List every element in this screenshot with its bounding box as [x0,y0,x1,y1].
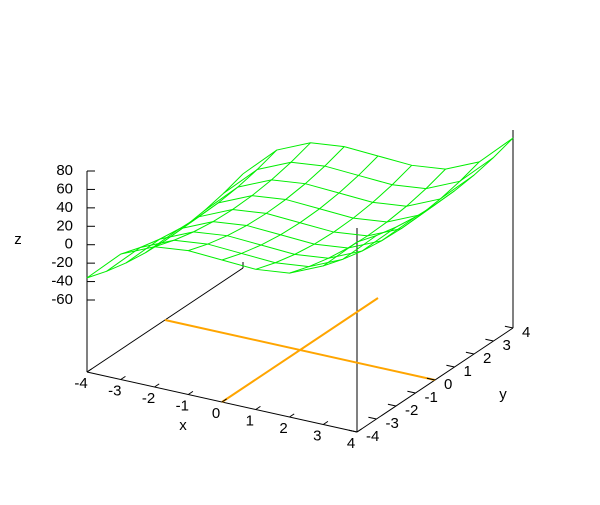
y-tick-label: -4 [366,428,379,445]
y-tick [446,364,455,368]
x-tick-label: 2 [279,420,287,437]
mesh-line [86,173,244,279]
mesh-line [154,142,311,248]
x-tick-label: -1 [176,397,189,414]
z-tick-label: 40 [56,199,73,216]
x-tick-label: -3 [108,382,121,399]
z-tick-label: 20 [56,217,73,234]
y-axis-label: y [499,386,507,403]
x-tick-label: -4 [74,375,87,392]
mesh-line [289,168,446,274]
x-tick [154,383,160,388]
y-tick-label: -1 [425,389,438,406]
y-tick [485,338,494,342]
y-tick [368,416,377,420]
y-tick [387,403,397,407]
x-tick [120,375,126,380]
z-tick-label: -20 [51,254,73,271]
x-tick [322,420,329,425]
y-tick-label: 1 [464,363,472,380]
y-tick-label: 2 [483,350,491,367]
y-tick [426,377,436,381]
mesh-line [356,137,514,243]
y-tick-label: 3 [503,337,511,354]
y-tick [348,429,358,433]
mesh-line [255,164,413,270]
z-tick-label: 80 [56,162,73,179]
y-tick [407,390,416,394]
x-tick [289,413,295,418]
x-tick-label: 1 [246,412,254,429]
z-tick-label: -60 [51,291,73,308]
x-tick [356,428,362,433]
mesh-line [221,155,379,261]
y-tick [504,325,514,329]
x-tick-label: 0 [212,405,220,422]
x-tick [255,405,261,410]
x-tick [221,398,227,403]
z-tick-label: -40 [51,273,73,290]
y-tick-label: 4 [522,324,530,341]
z-axis-label: z [14,231,22,248]
y-tick-label: 0 [444,376,452,393]
mesh-line [242,137,514,175]
mesh-line [188,146,345,252]
mesh-line [120,149,278,255]
x-tick [86,368,92,373]
y-tick [465,351,475,355]
z-tick-label: 60 [56,180,73,197]
z-tick-label: 0 [65,236,73,253]
y-tick-label: -3 [386,415,399,432]
x-tick-label: 4 [347,435,355,452]
x-tick-label: -2 [142,390,155,407]
x-tick-label: 3 [313,427,321,444]
x-tick [187,390,194,395]
mesh-line [323,161,480,267]
x-axis-label: x [179,417,187,434]
y-tick-label: -2 [405,402,418,419]
y-zero-axis [164,319,436,381]
